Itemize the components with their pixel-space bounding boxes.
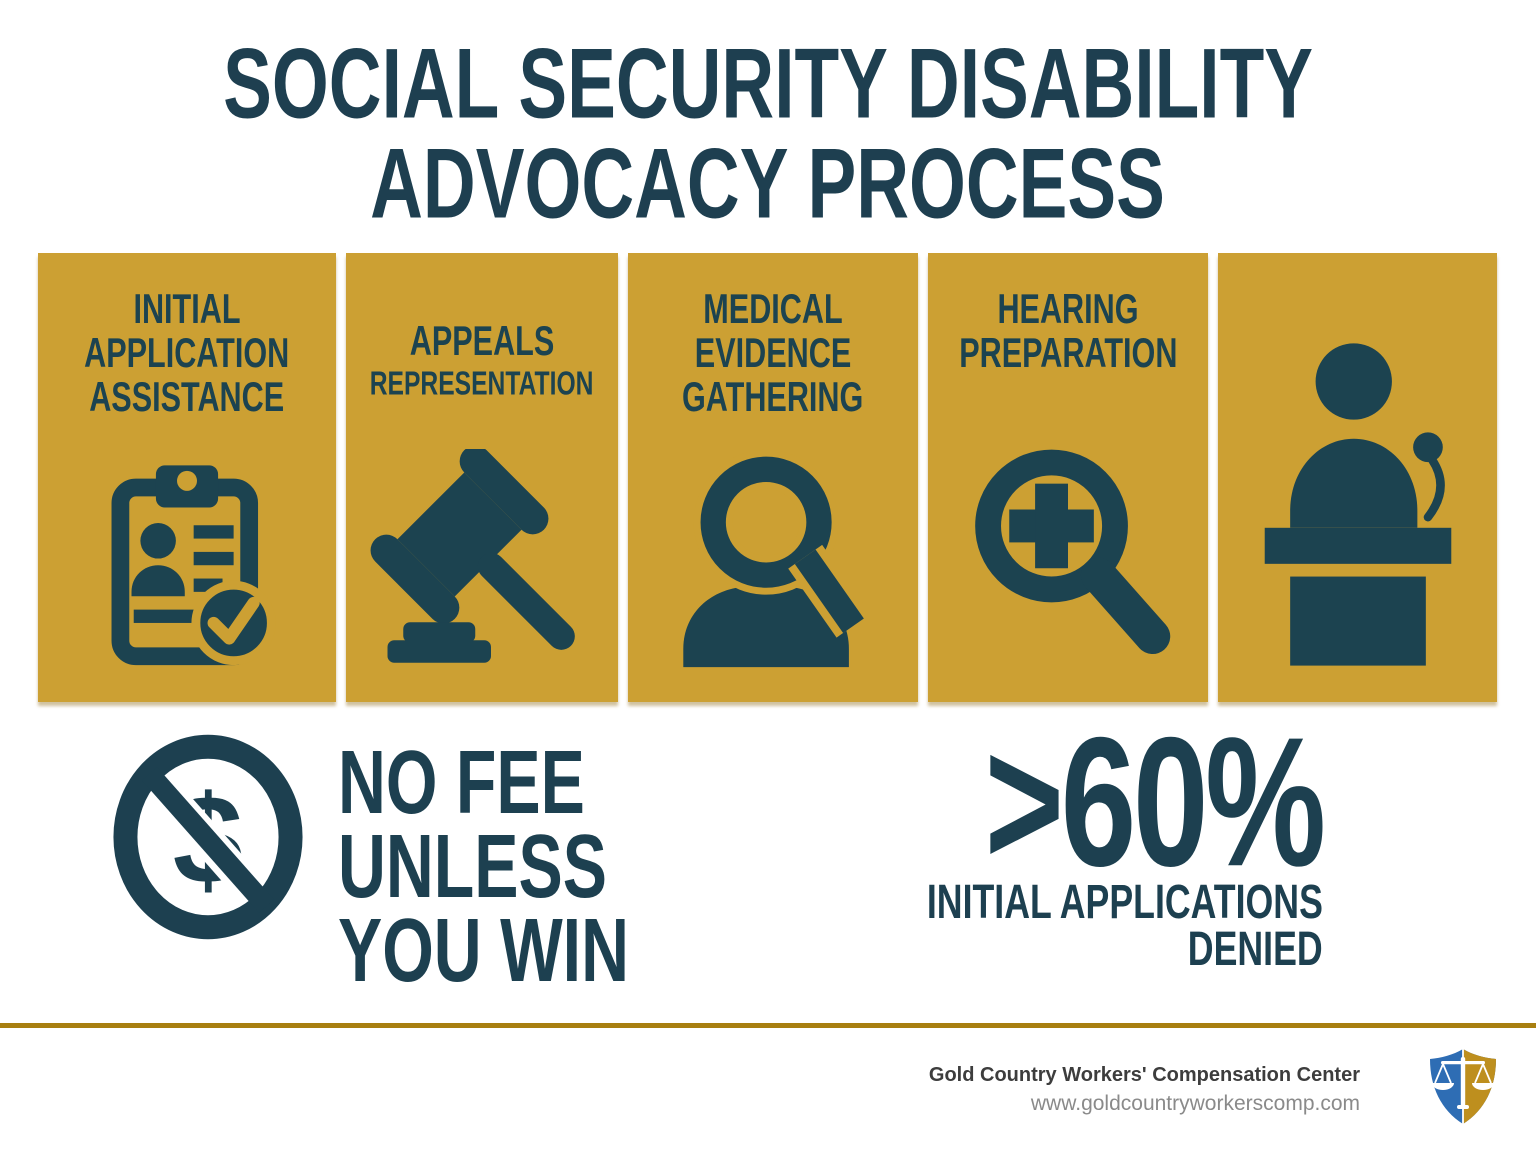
step1-line1: INITIAL [133, 284, 241, 332]
no-dollar-icon: $ [112, 733, 304, 941]
step4-line1: HEARING [997, 284, 1139, 332]
no-fee-text: NO FEE UNLESS YOU WIN [338, 734, 680, 999]
person-search-icon [658, 444, 888, 674]
page-title-line2: ADVOCACY PROCESS [370, 128, 1166, 240]
gavel-icon [370, 445, 595, 674]
no-fee-line2: UNLESS [338, 815, 607, 917]
step1-line2: APPLICATION [84, 328, 290, 376]
no-fee-line3: YOU WIN [338, 899, 629, 1001]
page-title-line1: SOCIAL SECURITY DISABILITY [223, 28, 1313, 140]
denial-stat: >60% INITIAL APPLICATIONS DENIED [857, 709, 1326, 976]
step-title: INITIAL APPLICATION ASSISTANCE [38, 284, 336, 420]
stat-label-line1: INITIAL APPLICATIONS [926, 874, 1323, 929]
podium-speaker-icon [1252, 326, 1464, 666]
step-card-hearing-prep: HEARING PREPARATION [928, 253, 1208, 702]
step-card-appeals: APPEALS REPRESENTATION [346, 253, 618, 702]
footer-website-url: www.goldcountryworkerscomp.com [1030, 1092, 1360, 1115]
step-card-initial-application: INITIAL APPLICATION ASSISTANCE [38, 253, 336, 702]
no-fee-line1: NO FEE [338, 731, 585, 833]
step-title: APPEALS REPRESENTATION [346, 316, 618, 405]
step3-line1: MEDICAL [703, 284, 843, 332]
process-steps-row: INITIAL APPLICATION ASSISTANCE [38, 253, 1497, 702]
footer-text: Gold Country Workers' Compensation Cente… [929, 1062, 1360, 1118]
step3-line3: GATHERING [682, 372, 864, 420]
step1-line3: ASSISTANCE [89, 372, 285, 420]
stat-value: >60% [984, 698, 1326, 905]
step4-line2: PREPARATION [958, 328, 1178, 376]
footer-org-name: Gold Country Workers' Compensation Cente… [928, 1064, 1360, 1086]
scales-shield-logo [1423, 1046, 1503, 1128]
medical-magnifier-icon [951, 439, 1186, 674]
stat-label-line2: DENIED [1188, 921, 1323, 976]
step2-line2: REPRESENTATION [370, 365, 594, 403]
step-card-medical-evidence: MEDICAL EVIDENCE GATHERING [628, 253, 918, 702]
step3-line2: EVIDENCE [694, 328, 852, 376]
page-title: SOCIAL SECURITY DISABILITY ADVOCACY PROC… [0, 29, 1536, 239]
clipboard-checklist-icon [76, 452, 298, 674]
step2-line1: APPEALS [409, 316, 555, 364]
step-title: MEDICAL EVIDENCE GATHERING [628, 284, 918, 420]
footer-divider [0, 1023, 1536, 1028]
step-card-hearing-representation [1218, 253, 1497, 702]
step-title: HEARING PREPARATION [928, 284, 1208, 376]
